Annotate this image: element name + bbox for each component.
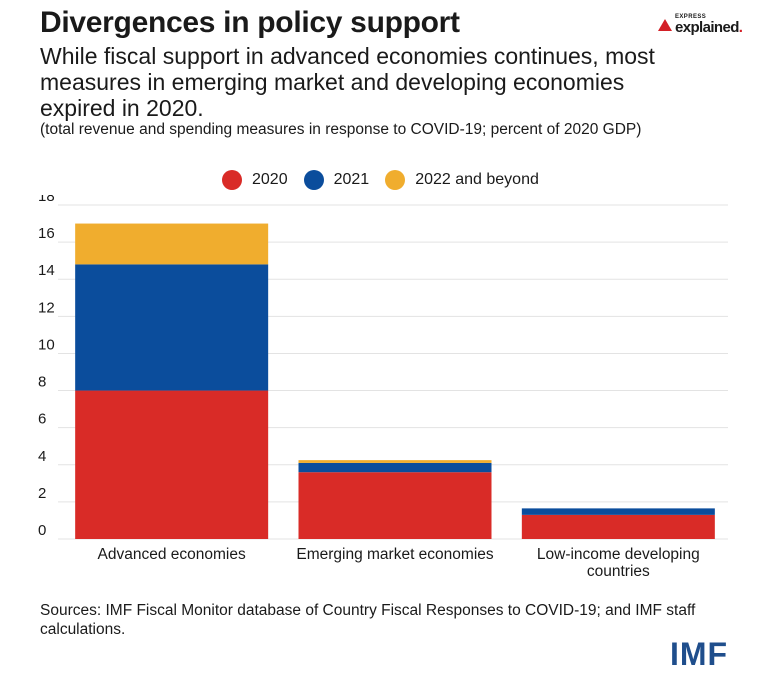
logo-dot: . xyxy=(738,19,743,36)
stacked-bar-chart: 0 2 4 6 8 10 12 14 16 18 Advanced economies Emergin… xyxy=(38,195,728,580)
y-tick-label: 16 xyxy=(38,225,55,242)
express-explained-logo: EXPRESS explained. xyxy=(658,14,743,36)
legend-swatch xyxy=(385,170,406,190)
y-tick-label: 0 xyxy=(38,522,46,539)
legend-label: 2021 xyxy=(333,171,370,188)
logo-main-text: explained xyxy=(675,19,739,36)
y-tick-label: 14 xyxy=(38,262,55,279)
chart-legend: 2020 2021 2022 and beyond xyxy=(222,170,555,190)
imf-logo: IMF xyxy=(670,636,729,672)
chart-subtitle: While fiscal support in advanced economi… xyxy=(40,43,655,121)
bar-segment xyxy=(75,264,269,391)
bar-segment xyxy=(298,472,492,539)
legend-item-2021: 2021 xyxy=(303,170,370,190)
bar-segment xyxy=(298,460,492,463)
bar-segment xyxy=(75,390,269,539)
bar-segment xyxy=(298,462,492,473)
y-tick-label: 4 xyxy=(38,448,46,465)
x-category-label: Advanced economies xyxy=(98,546,246,563)
x-category-label: Emerging market economies xyxy=(296,546,494,563)
bar-segment xyxy=(521,514,715,539)
y-tick-label: 6 xyxy=(38,411,46,428)
y-tick-label: 8 xyxy=(38,374,46,391)
legend-swatch xyxy=(222,170,242,190)
y-tick-label: 18 xyxy=(38,195,55,205)
logo-triangle-icon xyxy=(658,18,672,31)
chart-title: Divergences in policy support xyxy=(40,6,460,39)
y-tick-label: 12 xyxy=(38,299,55,316)
legend-swatch xyxy=(303,170,324,190)
x-category-label: Low-income developing countries xyxy=(537,546,700,580)
chart-note: (total revenue and spending measures in … xyxy=(40,121,642,138)
sources-note: Sources: IMF Fiscal Monitor database of … xyxy=(40,602,696,638)
legend-item-2020: 2020 xyxy=(222,170,288,190)
logo-top-text: EXPRESS xyxy=(675,14,707,20)
legend-item-2022-and-beyond: 2022 and beyond xyxy=(385,170,539,190)
bar-segment xyxy=(521,508,715,515)
y-tick-label: 10 xyxy=(38,336,55,353)
legend-label: 2022 and beyond xyxy=(415,171,539,188)
legend-label: 2020 xyxy=(252,171,288,188)
y-tick-label: 2 xyxy=(38,485,46,502)
bar-segment xyxy=(75,223,269,265)
